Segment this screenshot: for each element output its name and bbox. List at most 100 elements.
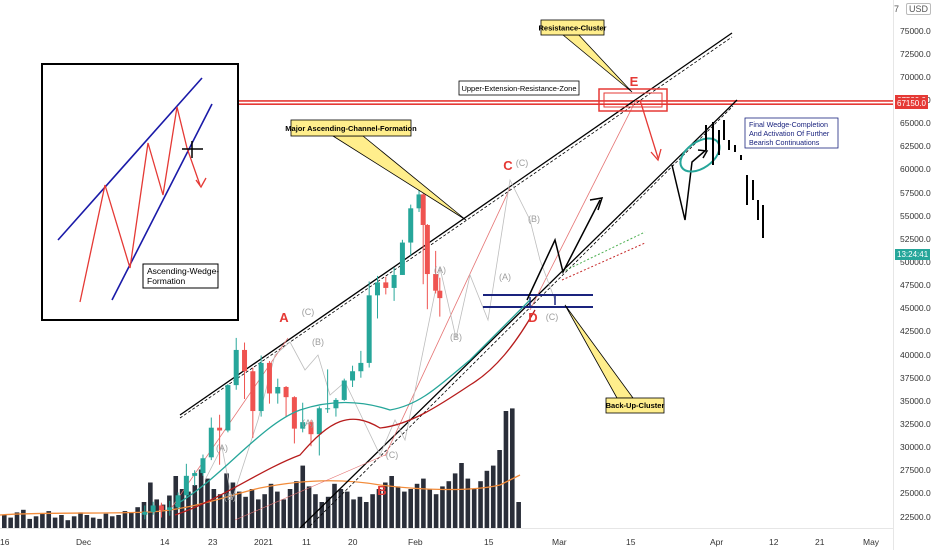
- volume-bar: [465, 478, 471, 528]
- volume-bar: [370, 494, 375, 528]
- candle-body: [158, 505, 164, 511]
- volume-bar: [243, 496, 248, 528]
- currency-button[interactable]: USD: [906, 3, 932, 15]
- volume-bar: [471, 489, 477, 528]
- ema-fast: [174, 299, 531, 506]
- inset-label: Ascending-Wedge-: [147, 266, 219, 276]
- volume-bar: [357, 496, 363, 528]
- wave-label: (C): [302, 307, 315, 317]
- volume-bar: [338, 489, 344, 528]
- candle-body: [399, 242, 405, 275]
- volume-bar: [90, 517, 96, 528]
- axis-top-cut: 7: [894, 4, 900, 14]
- volume-bar: [497, 450, 502, 528]
- wave-label: (C): [546, 312, 559, 322]
- wave-label: (B): [450, 332, 462, 342]
- volume-bar: [256, 499, 261, 528]
- candle-body: [374, 282, 380, 296]
- candle-body: [183, 475, 189, 496]
- candle-body: [275, 386, 281, 394]
- price-tick-label: 70000.0: [900, 71, 931, 82]
- volume-bar: [408, 489, 413, 528]
- volume-bar: [129, 512, 134, 528]
- backup-pointer: [564, 304, 634, 399]
- time-tick-label: Mar: [552, 537, 567, 547]
- forecast-dotted-red: [561, 242, 646, 281]
- time-tick-label: 11: [302, 537, 311, 547]
- volume-bar: [313, 494, 318, 528]
- volume-bar: [262, 494, 267, 528]
- candle-body: [217, 427, 223, 431]
- channel-callout-label: Major Ascending-Channel-Formation: [285, 124, 417, 133]
- candle-body: [142, 511, 148, 515]
- wave-label: (A): [302, 418, 314, 428]
- price-tick-label: 45000.0: [900, 303, 931, 314]
- callouts: Resistance-Cluster Major Ascending-Channe…: [285, 19, 839, 414]
- volume-bar: [510, 408, 515, 528]
- wedge-note-box: [744, 117, 839, 149]
- candle-body: [175, 495, 181, 508]
- volume-bar: [300, 465, 306, 528]
- price-tick-label: 25000.0: [900, 488, 931, 499]
- time-tick-label: 12: [769, 537, 779, 547]
- backup-label: Back-Up-Cluster: [606, 401, 665, 410]
- time-tick-label: 23: [208, 537, 218, 547]
- inset-label-box: [142, 263, 219, 289]
- wave-labels: A B C D E (A) (A) (A) (A) (B) (B) (B) (B) (C) (C) (C) (C…: [216, 74, 639, 502]
- price-tick-label: 27500.0: [900, 465, 931, 476]
- volume-bar: [205, 478, 210, 528]
- volume-bar: [395, 486, 401, 528]
- channel-callout-box: [290, 119, 412, 137]
- volume-bar: [427, 489, 433, 528]
- time-tick-label: 2021: [254, 537, 273, 547]
- volume-bar: [332, 483, 337, 528]
- time-tick-label: 20: [348, 537, 358, 547]
- time-tick-label: 21: [815, 537, 825, 547]
- volume-bar: [33, 516, 39, 528]
- volume-bar: [433, 494, 439, 528]
- candle-body: [150, 505, 156, 512]
- candle-body: [383, 282, 389, 288]
- volume-bar: [287, 489, 293, 528]
- volume-bar: [8, 517, 13, 528]
- volume-bar: [236, 491, 242, 528]
- price-badge: 67150.0: [895, 98, 928, 110]
- extension-line: [529, 99, 637, 311]
- resistance-cluster-label: Resistance-Cluster: [539, 24, 607, 33]
- volume-bar: [402, 491, 407, 528]
- price-tick-label: 57500.0: [900, 187, 931, 198]
- volume-bar: [281, 499, 286, 528]
- wave-label: (B): [224, 492, 236, 502]
- wave-label: D: [528, 310, 537, 325]
- candle-body: [167, 507, 173, 511]
- ema-lines: [174, 299, 536, 516]
- price-axis[interactable]: 7 USD 75000.072500.070000.067500.065000.…: [893, 0, 932, 550]
- volume-bar: [414, 483, 420, 528]
- volume-bar: [160, 504, 166, 528]
- wave-label: (B): [528, 214, 540, 224]
- projected-bar: [762, 205, 764, 238]
- candle-body: [192, 473, 198, 476]
- volume-ma-line: [0, 474, 521, 516]
- candle-body: [225, 385, 231, 431]
- resistance-cluster-inner: [603, 92, 663, 108]
- volume-bar: [383, 482, 388, 528]
- candle-body: [300, 422, 306, 429]
- price-tick-label: 55000.0: [900, 210, 931, 221]
- volume-bar: [198, 469, 204, 528]
- projected-bar: [705, 125, 707, 150]
- price-tick-label: 22500.0: [900, 511, 931, 522]
- time-axis[interactable]: 16 Dec 14 23 2021 11 20 Feb 15 Mar 15 Apr 12 21 May: [0, 528, 893, 551]
- candle-body: [358, 362, 364, 372]
- inset-zigzag: [79, 106, 201, 303]
- volume-bar: [294, 481, 299, 528]
- wedge-note-line: Final Wedge-Completion: [749, 120, 828, 129]
- volume-bar: [484, 470, 490, 528]
- price-tick-label: 30000.0: [900, 442, 931, 453]
- time-tick-label: Feb: [408, 537, 423, 547]
- volume-bar: [192, 485, 198, 528]
- price-tick-label: 37500.0: [900, 372, 931, 383]
- volume-bar: [230, 482, 236, 528]
- candle-body: [333, 399, 339, 409]
